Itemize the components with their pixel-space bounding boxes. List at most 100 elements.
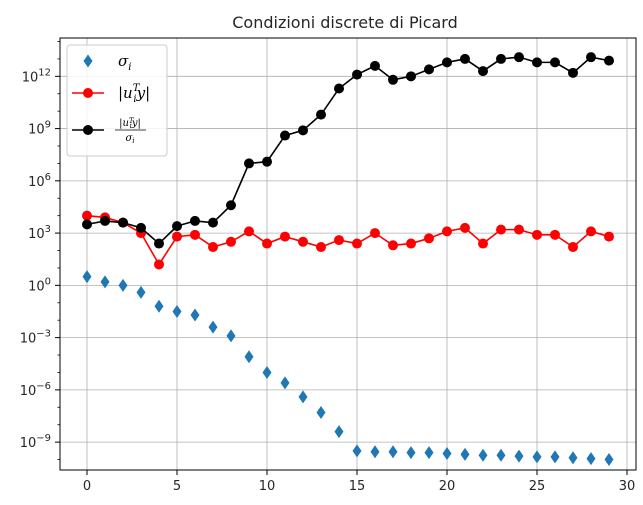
data-point-uty — [154, 259, 164, 270]
data-point-sigma — [154, 299, 164, 313]
data-point-uty — [82, 210, 92, 221]
data-point-ratio — [496, 53, 506, 64]
y-tick-label: 10−9 — [20, 433, 51, 451]
legend-marker — [83, 54, 93, 68]
data-point-sigma — [568, 451, 578, 465]
data-point-ratio — [298, 125, 308, 136]
data-point-sigma — [100, 275, 110, 289]
data-point-sigma — [82, 270, 92, 284]
data-point-uty — [514, 224, 524, 235]
data-point-ratio — [316, 109, 326, 120]
legend-label-numerator: |uT iy| — [119, 117, 141, 130]
x-tick-label: 30 — [619, 479, 636, 494]
data-point-uty — [352, 238, 362, 249]
data-point-uty — [298, 236, 308, 247]
data-point-sigma — [280, 376, 290, 390]
legend-item-uty: |uT iy| — [72, 83, 150, 105]
data-point-ratio — [442, 57, 452, 68]
data-point-ratio — [460, 53, 470, 64]
data-point-uty — [478, 238, 488, 249]
data-point-uty — [406, 238, 416, 249]
data-point-ratio — [244, 158, 254, 169]
legend-label-denominator: σi — [125, 133, 134, 145]
data-point-ratio — [370, 60, 380, 71]
data-point-sigma — [496, 448, 506, 462]
y-tick-label: 109 — [28, 120, 51, 138]
data-point-sigma — [172, 304, 182, 318]
data-point-ratio — [154, 238, 164, 249]
data-point-uty — [496, 224, 506, 235]
x-tick-label: 20 — [439, 479, 456, 494]
data-point-sigma — [514, 449, 524, 463]
data-point-sigma — [442, 446, 452, 460]
plot-frame — [59, 37, 637, 471]
legend: σi |uT iy| |uT iy| σi — [66, 44, 168, 157]
data-point-uty — [172, 231, 182, 242]
data-point-sigma — [550, 450, 560, 464]
y-tick-label: 1012 — [22, 67, 51, 85]
data-point-sigma — [460, 447, 470, 461]
data-point-ratio — [514, 52, 524, 63]
data-point-ratio — [550, 57, 560, 68]
data-point-sigma — [604, 453, 614, 467]
chart-title: Condizioni discrete di Picard — [232, 13, 458, 32]
data-point-uty — [190, 229, 200, 240]
series-layer — [82, 52, 614, 467]
data-point-uty — [460, 222, 470, 233]
data-point-uty — [370, 228, 380, 239]
data-point-sigma — [406, 446, 416, 460]
data-point-ratio — [118, 217, 128, 228]
data-point-ratio — [172, 221, 182, 232]
data-point-sigma — [478, 448, 488, 462]
data-point-ratio — [568, 67, 578, 78]
series-sigma — [82, 270, 614, 467]
x-tick-label: 0 — [83, 479, 91, 494]
y-axis: 1012 109 106 103 100 10−3 10−6 10−9 — [20, 41, 60, 460]
data-point-uty — [550, 229, 560, 240]
data-point-uty — [424, 233, 434, 244]
y-tick-label: 100 — [28, 276, 51, 294]
x-tick-label: 10 — [259, 479, 276, 494]
data-point-uty — [604, 231, 614, 242]
legend-label: |uT iy| — [118, 83, 150, 105]
data-point-sigma — [208, 320, 218, 334]
data-point-ratio — [406, 71, 416, 82]
data-point-sigma — [136, 285, 146, 299]
data-point-sigma — [262, 365, 272, 379]
data-point-ratio — [136, 222, 146, 233]
data-point-uty — [442, 226, 452, 237]
data-point-ratio — [478, 66, 488, 77]
data-point-uty — [334, 235, 344, 246]
x-tick-label: 25 — [529, 479, 546, 494]
data-point-uty — [244, 226, 254, 237]
y-tick-label: 103 — [28, 224, 51, 242]
data-point-ratio — [82, 219, 92, 230]
data-point-uty — [280, 231, 290, 242]
data-point-ratio — [208, 217, 218, 228]
data-point-sigma — [532, 450, 542, 464]
data-point-ratio — [424, 64, 434, 75]
data-point-uty — [388, 240, 398, 251]
data-point-sigma — [226, 329, 236, 343]
data-point-sigma — [190, 308, 200, 322]
data-point-uty — [586, 226, 596, 237]
data-point-ratio — [532, 57, 542, 68]
x-tick-label: 5 — [173, 479, 181, 494]
data-point-uty — [568, 242, 578, 253]
data-point-ratio — [352, 69, 362, 80]
data-point-sigma — [352, 444, 362, 458]
data-point-sigma — [118, 278, 128, 292]
legend-marker — [83, 88, 93, 98]
data-point-uty — [316, 242, 326, 253]
data-point-sigma — [586, 452, 596, 466]
y-tick-label: 10−3 — [20, 329, 51, 347]
data-point-sigma — [334, 425, 344, 439]
data-point-ratio — [388, 74, 398, 85]
data-point-ratio — [334, 83, 344, 94]
data-point-sigma — [370, 445, 380, 459]
x-axis: 0 5 10 15 20 25 30 — [83, 470, 635, 494]
legend-marker — [83, 125, 93, 135]
y-tick-label: 10−6 — [20, 381, 51, 399]
data-point-uty — [208, 242, 218, 253]
